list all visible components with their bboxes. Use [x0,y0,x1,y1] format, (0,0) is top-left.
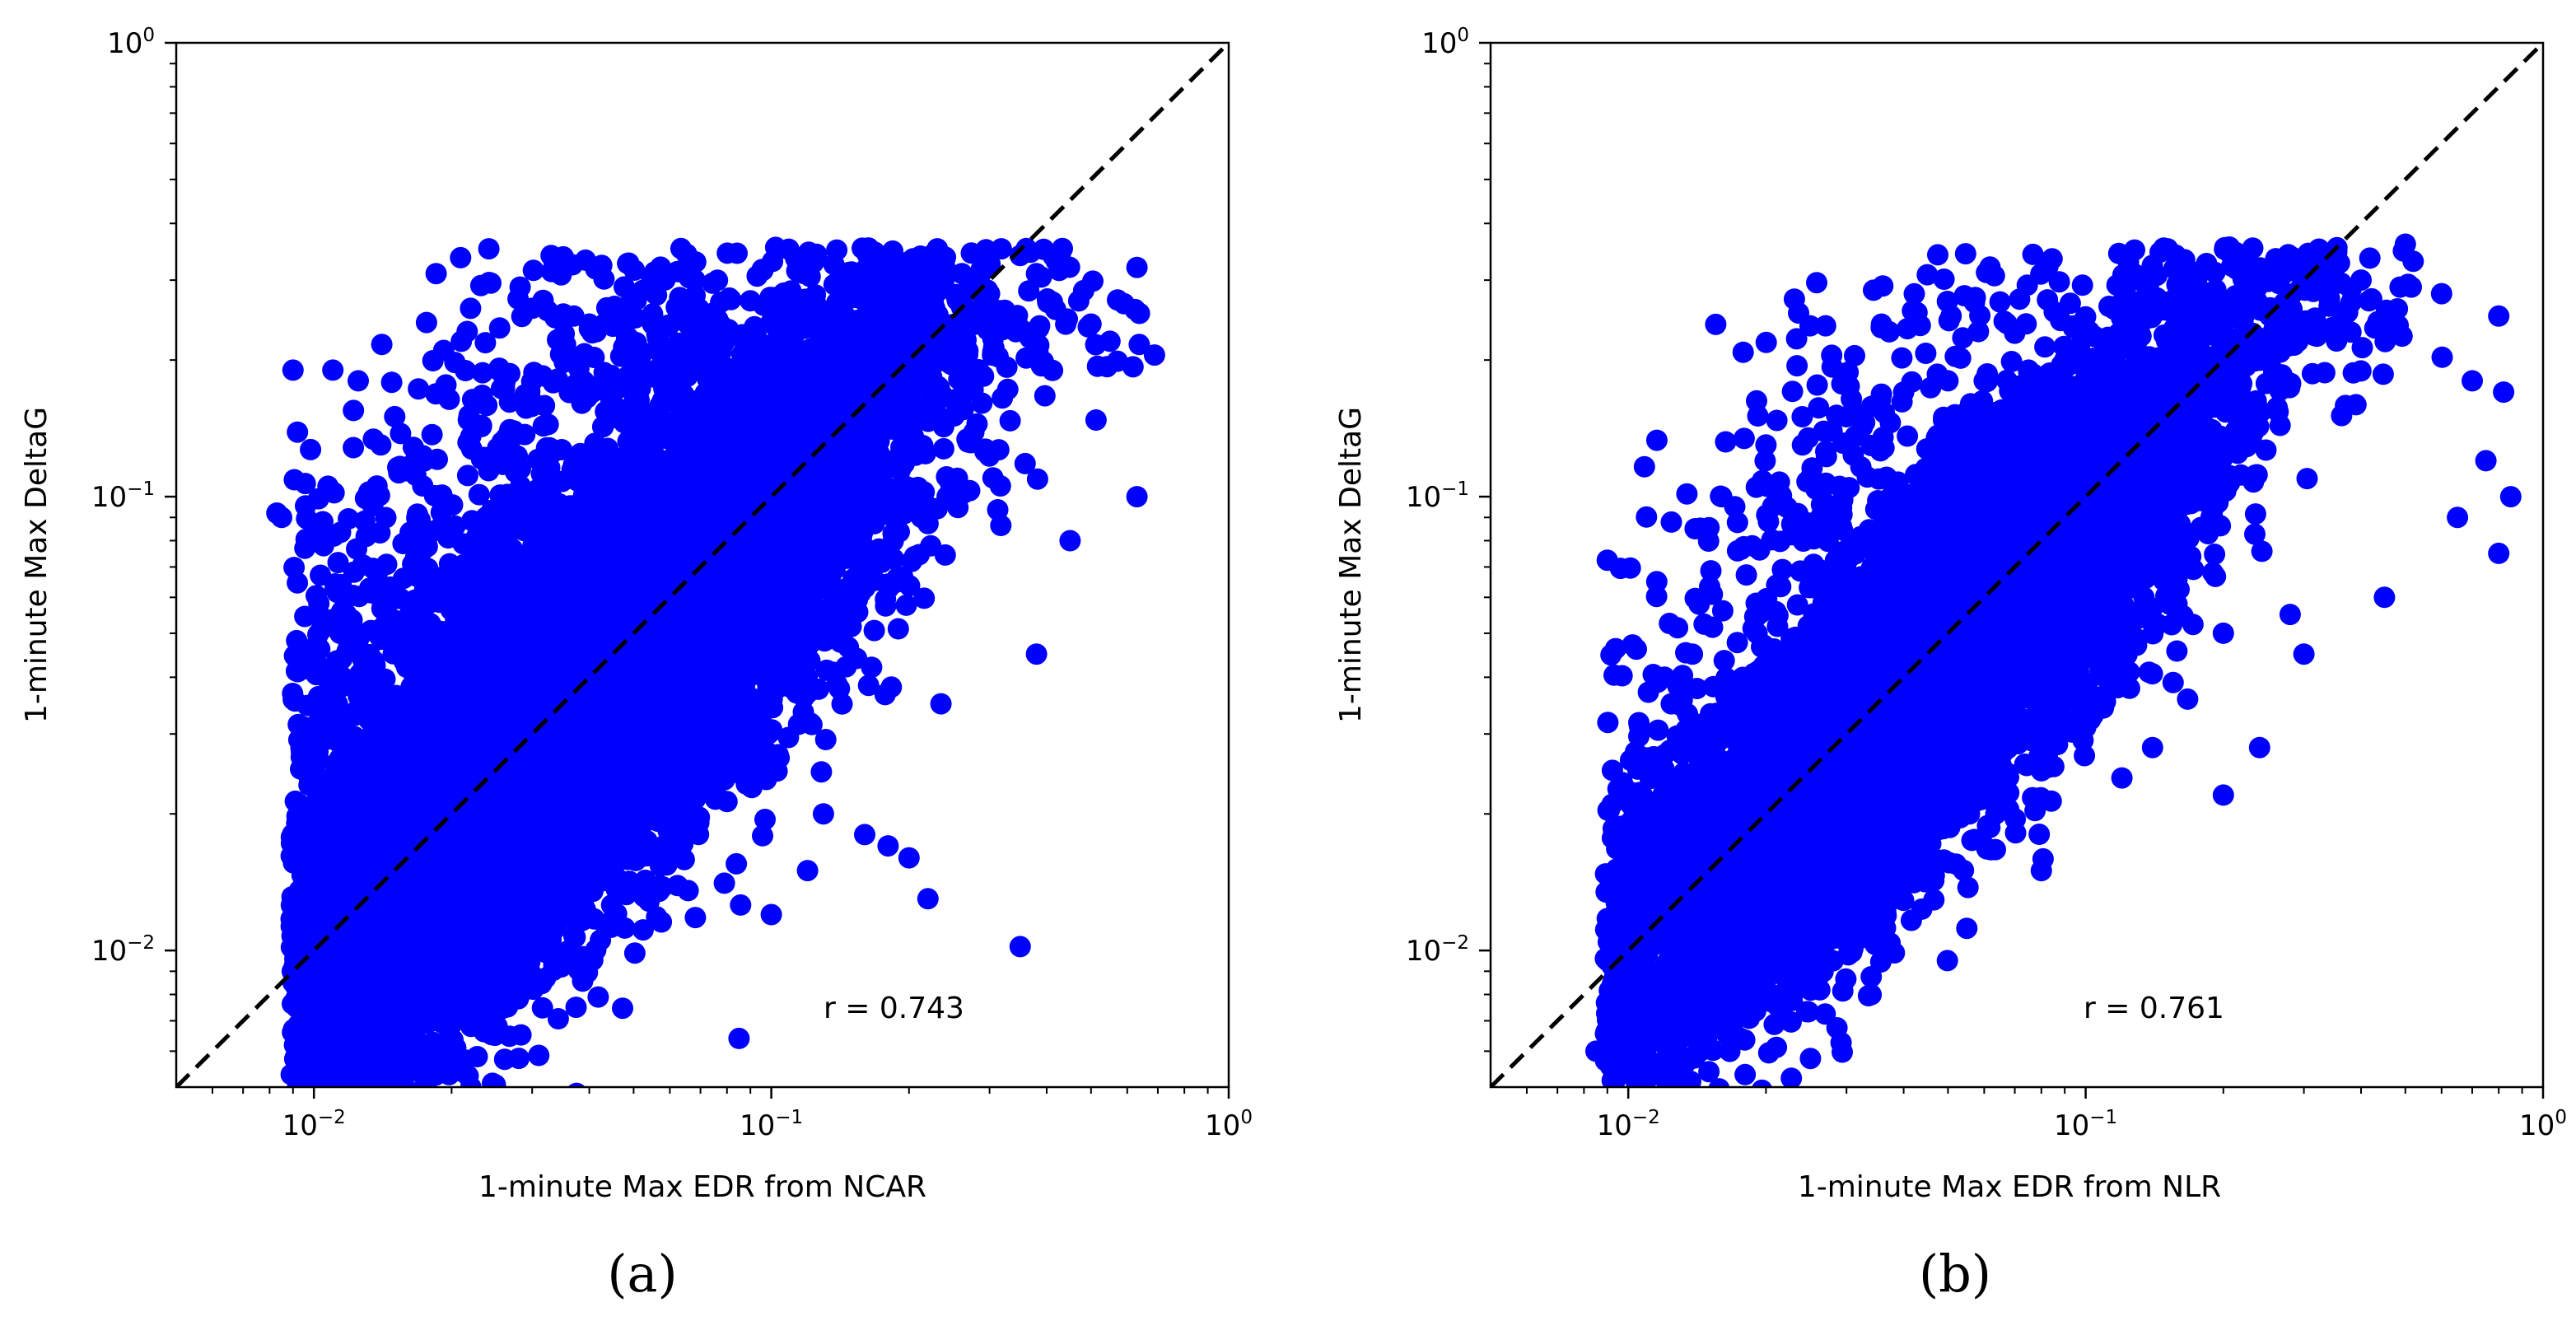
scatter-point [863,619,885,642]
scatter-point [880,676,903,698]
scatter-point [522,259,544,282]
scatter-point [651,911,673,933]
scatter-point [425,263,447,285]
scatter-point [371,334,393,356]
scatter-point [294,605,316,628]
scatter-point [474,332,497,354]
scatter-point [327,552,349,574]
scatter-point [343,399,365,422]
scatter-point [754,809,776,830]
plot-area-a [176,43,1229,1087]
scatter-point [1128,334,1150,356]
scatter-point [547,1008,569,1029]
scatter-point [380,371,403,394]
scatter-point [688,824,710,846]
scatter-point [875,595,897,617]
scatter-point [528,1044,550,1067]
scatter-point [999,409,1021,432]
scatter-point [480,272,502,294]
scatter-point [468,483,490,506]
scatter-point [730,894,752,916]
scatter-point [1143,344,1165,366]
scatter-point [343,436,365,459]
scatter-point [475,506,497,528]
scatter-point [826,239,848,261]
scatter-point [384,405,406,427]
scatter-point [913,587,936,609]
scatter-point [1026,468,1048,490]
scatter-point [713,872,735,894]
scatter-point [882,240,903,262]
scatter-point [810,761,833,783]
scatter-point [408,378,430,400]
scatter-point [421,423,443,446]
